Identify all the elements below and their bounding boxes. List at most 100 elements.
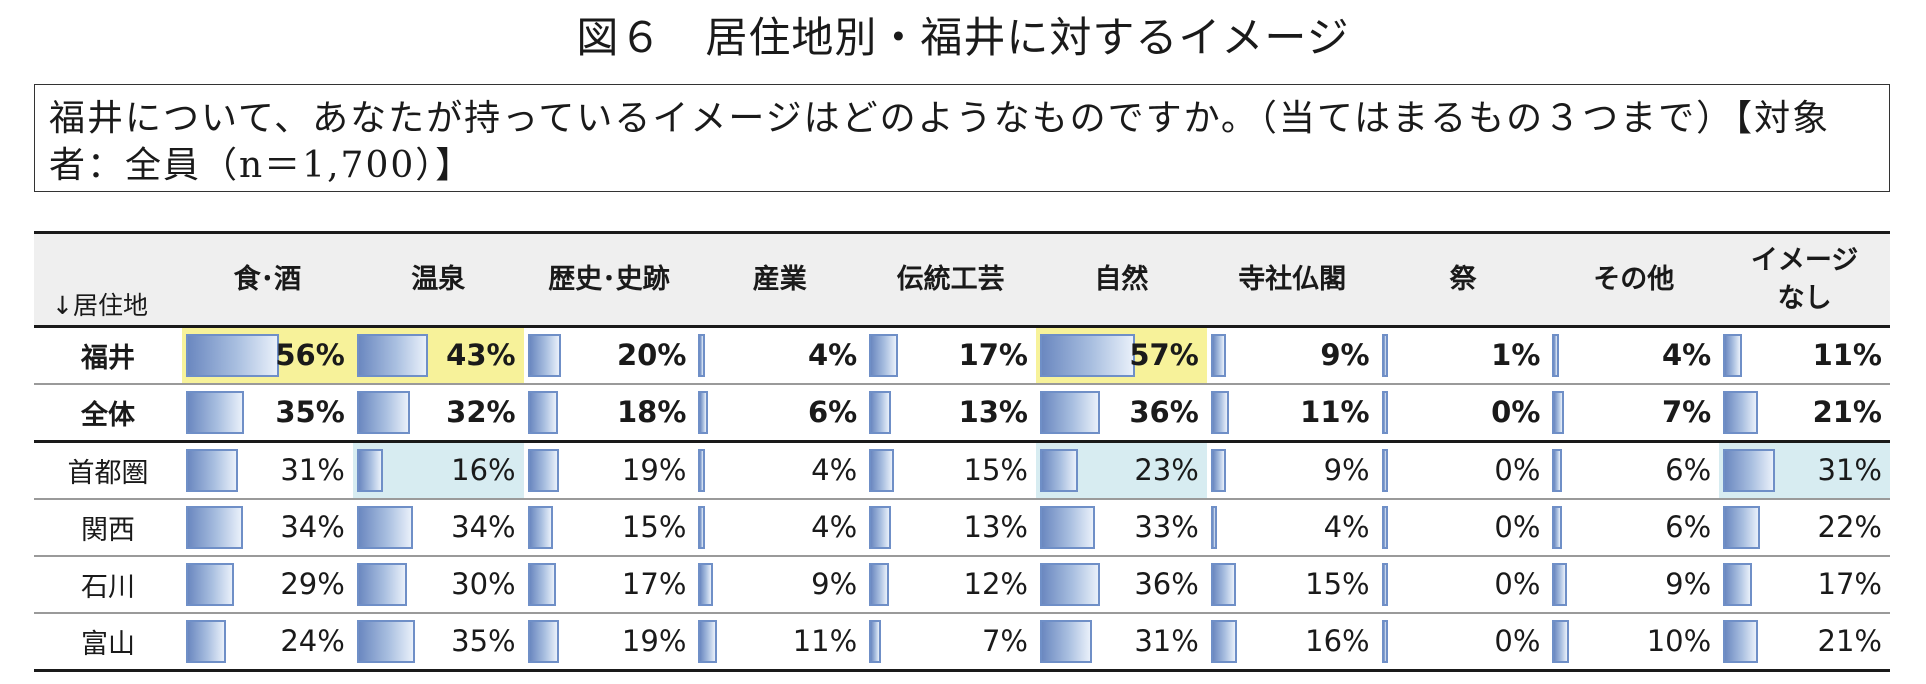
value-bar: [1040, 563, 1100, 606]
row-label: 福井: [81, 343, 135, 374]
table-header-row: ↓居住地 食･酒 温泉 歴史･史跡 産業 伝統工芸 自然 寺社仏閣 祭 その他 イメージ なし: [34, 234, 1890, 328]
value-label: 11%: [792, 624, 858, 658]
table-cell: 29%: [182, 557, 353, 612]
table-cell: 6%: [1548, 500, 1719, 555]
table-row: 福井 56% 43% 20% 4% 17% 57% 9% 1% 4% 11%: [34, 328, 1890, 385]
table-cell: 35%: [182, 385, 353, 440]
value-label: 7%: [1661, 395, 1712, 429]
table-cell: 15%: [1207, 557, 1378, 612]
value-bar: [1210, 391, 1230, 434]
value-bar: [527, 563, 556, 606]
table-cell: 34%: [353, 500, 524, 555]
value-bar: [1040, 620, 1092, 663]
value-label: 11%: [1812, 338, 1882, 372]
value-label: 17%: [958, 338, 1028, 372]
value-bar: [1040, 334, 1135, 377]
value-label: 17%: [1817, 567, 1882, 601]
value-label: 4%: [811, 510, 858, 544]
table-cell: 31%: [1719, 443, 1890, 498]
value-label: 4%: [807, 338, 858, 372]
table-cell: 12%: [865, 557, 1036, 612]
value-label: 36%: [1129, 395, 1199, 429]
value-label: 19%: [621, 624, 687, 658]
value-label: 13%: [963, 510, 1028, 544]
value-bar: [869, 506, 891, 549]
value-bar: [698, 563, 714, 606]
row-header-label: ↓居住地: [52, 291, 148, 320]
value-label: 9%: [1665, 567, 1712, 601]
value-bar: [1723, 449, 1775, 492]
value-bar: [527, 449, 560, 492]
table-cell: 22%: [1719, 500, 1890, 555]
row-label: 関西: [81, 515, 135, 546]
table-cell: 4%: [1207, 500, 1378, 555]
value-bar: [1381, 449, 1388, 492]
value-label: 15%: [963, 453, 1028, 487]
table-cell: 9%: [1207, 328, 1378, 383]
table-cell: 30%: [353, 557, 524, 612]
table-cell: 4%: [694, 500, 865, 555]
row-label: 首都圏: [67, 458, 149, 489]
value-bar: [698, 620, 717, 663]
value-bar: [186, 506, 243, 549]
value-bar: [1723, 391, 1759, 434]
value-label: 20%: [616, 338, 687, 372]
value-bar: [1381, 334, 1388, 377]
value-bar: [869, 391, 891, 434]
value-bar: [869, 334, 898, 377]
table-cell: 19%: [524, 443, 695, 498]
value-label: 0%: [1494, 510, 1541, 544]
value-bar: [356, 449, 384, 492]
column-header: 歴史･史跡: [548, 263, 670, 295]
value-bar: [1552, 391, 1565, 434]
row-label: 全体: [81, 400, 135, 431]
table-cell: 16%: [1207, 614, 1378, 669]
table-cell: 16%: [352, 443, 524, 498]
value-label: 35%: [275, 395, 345, 429]
value-label: 36%: [1134, 567, 1199, 601]
table-cell: 11%: [694, 614, 865, 669]
value-label: 7%: [981, 624, 1028, 658]
table-cell: 10%: [1548, 614, 1719, 669]
value-label: 35%: [451, 624, 516, 658]
table-cell: 15%: [865, 443, 1036, 498]
table-cell: 11%: [1719, 328, 1890, 383]
value-bar: [356, 391, 411, 434]
value-bar: [1210, 334, 1226, 377]
value-bar: [698, 449, 706, 492]
value-bar: [1552, 449, 1563, 492]
table-cell: 4%: [1548, 328, 1719, 383]
value-label: 34%: [280, 510, 345, 544]
column-header: 自然: [1094, 263, 1149, 295]
value-bar: [527, 391, 558, 434]
row-label: 富山: [81, 629, 135, 660]
value-label: 6%: [1665, 453, 1712, 487]
value-bar: [1210, 506, 1218, 549]
table-cell: 7%: [1548, 385, 1719, 440]
column-header: 温泉: [411, 263, 466, 295]
value-bar: [1381, 391, 1388, 434]
table-cell: 36%: [1036, 557, 1207, 612]
table-cell: 18%: [524, 385, 695, 440]
value-bar: [1381, 620, 1388, 663]
table-cell: 13%: [865, 500, 1036, 555]
table-row: 富山 24% 35% 19% 11% 7% 31% 16% 0% 10% 21%: [34, 614, 1890, 672]
table-cell: 43%: [352, 328, 524, 383]
value-bar: [527, 506, 553, 549]
value-label: 9%: [811, 567, 858, 601]
column-header: 寺社仏閣: [1238, 263, 1347, 295]
table-cell: 23%: [1036, 443, 1207, 498]
value-label: 30%: [451, 567, 516, 601]
value-bar: [1040, 506, 1095, 549]
value-bar: [1210, 620, 1238, 663]
table-row: 関西 34% 34% 15% 4% 13% 33% 4% 0% 6% 22%: [34, 500, 1890, 557]
value-label: 4%: [1323, 510, 1370, 544]
value-bar: [356, 506, 414, 549]
value-bar: [186, 391, 245, 434]
value-label: 31%: [1817, 453, 1882, 487]
value-bar: [527, 334, 561, 377]
value-label: 15%: [1305, 567, 1370, 601]
value-label: 34%: [451, 510, 516, 544]
table-cell: 57%: [1036, 328, 1207, 383]
value-bar: [1552, 620, 1570, 663]
